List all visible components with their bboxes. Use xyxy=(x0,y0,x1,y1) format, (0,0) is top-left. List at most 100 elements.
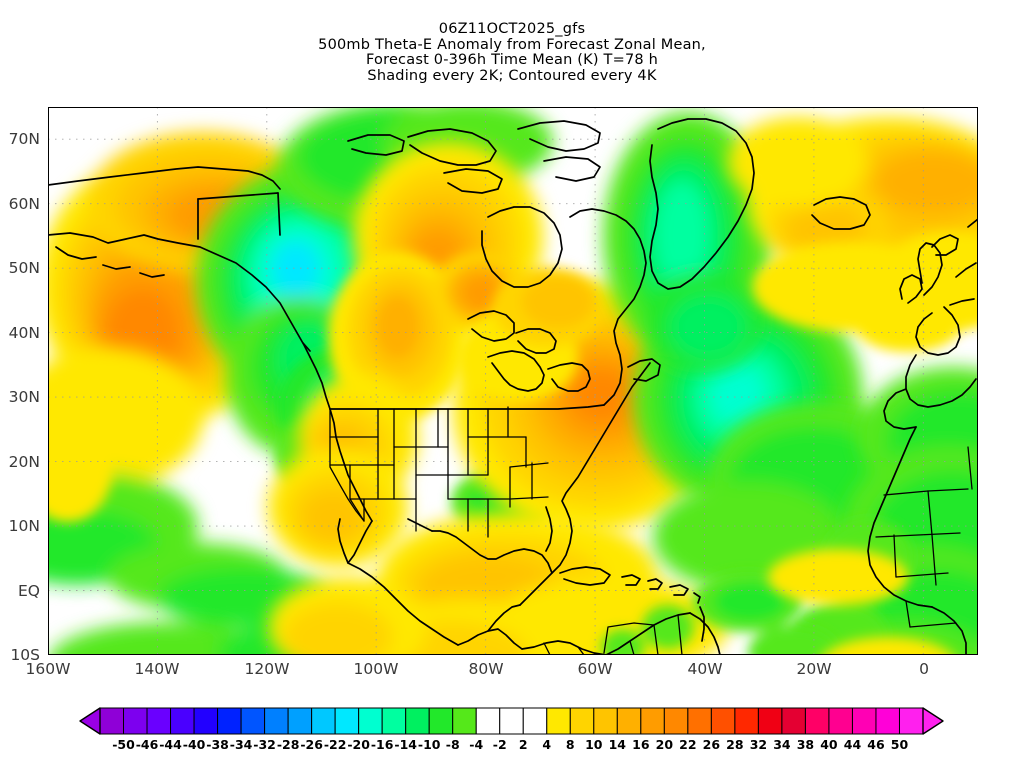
xtick-160w: 160W xyxy=(25,660,71,678)
colorbar-cell xyxy=(287,707,313,735)
colorbar-tick-label: 44 xyxy=(843,737,862,752)
ytick-60n: 60N xyxy=(8,195,40,213)
colorbar-tick-label: 22 xyxy=(679,737,697,752)
xtick-60w: 60W xyxy=(577,660,613,678)
colorbar-cell xyxy=(499,707,524,735)
colorbar-cell xyxy=(898,707,924,735)
colorbar-tick-label: 50 xyxy=(890,737,909,752)
xtick-100w: 100W xyxy=(353,660,399,678)
colorbar-cell xyxy=(381,707,407,735)
colorbar-cell xyxy=(358,707,383,735)
colorbar-tick-label: 28 xyxy=(726,737,744,752)
ytick-10n: 10N xyxy=(8,517,40,535)
colorbar-tick-label: -34 xyxy=(229,737,253,752)
chart-title-block: 06Z11OCT2025_gfs 500mb Theta-E Anomaly f… xyxy=(0,21,1024,85)
x-axis-labels: 160W 140W 120W 100W 80W 60W 40W 20W 0 xyxy=(0,660,1024,684)
colorbar-tick-label: 16 xyxy=(632,737,650,752)
colorbar-cell xyxy=(99,707,125,735)
colorbar-tick-label: -4 xyxy=(469,737,484,752)
ytick-30n: 30N xyxy=(8,388,40,406)
colorbar-cell xyxy=(663,707,689,735)
colorbar-tick-label: -32 xyxy=(253,737,276,752)
colorbar-tick-label: 2 xyxy=(518,737,528,752)
colorbar-tick-label: 34 xyxy=(773,737,791,752)
ytick-20n: 20N xyxy=(8,453,40,471)
colorbar-cell xyxy=(640,707,665,735)
colorbar-cell xyxy=(405,707,430,735)
title-line-field: 500mb Theta-E Anomaly from Forecast Zona… xyxy=(318,36,706,53)
colorbar-tick-label: -16 xyxy=(370,737,394,752)
colorbar-cell xyxy=(311,707,336,735)
colorbar-tick-label: 38 xyxy=(796,737,815,752)
colorbar-tick-label: -38 xyxy=(206,737,229,752)
colorbar-cell xyxy=(616,707,642,735)
colorbar-tick-label: -44 xyxy=(159,737,182,752)
xtick-140w: 140W xyxy=(134,660,180,678)
colorbar-tick-label: 46 xyxy=(867,737,885,752)
colorbar-cell xyxy=(851,707,877,735)
colorbar-tick-label: -8 xyxy=(445,737,460,752)
colorbar-cell xyxy=(240,707,266,735)
colorbar-tick-label: -22 xyxy=(323,737,347,752)
ytick-70n: 70N xyxy=(8,130,40,148)
colorbar-cell xyxy=(522,707,548,735)
colorbar-tick-label: 14 xyxy=(608,737,626,752)
colorbar-cell xyxy=(217,707,242,735)
colorbar-cell xyxy=(452,707,477,735)
colorbar-cell xyxy=(146,707,172,735)
colorbar-tick-label: 20 xyxy=(655,737,674,752)
colorbar-tick-labels: -50 -46 -44 -40 -38 -34 -32 -28 -26 -22 -20 -16 -14-… xyxy=(0,737,1024,759)
colorbar-swatches xyxy=(79,707,944,735)
anomaly-shading xyxy=(48,107,978,655)
colorbar-cell xyxy=(123,707,148,735)
colorbar-tick-label: -40 xyxy=(182,737,206,752)
colorbar-tick-label: 26 xyxy=(702,737,721,752)
title-line-shading: Shading every 2K; Contoured every 4K xyxy=(367,67,657,84)
colorbar-cell xyxy=(569,707,595,735)
colorbar-tick-label: -14 xyxy=(394,737,417,752)
colorbar-cell xyxy=(757,707,783,735)
xtick-40w: 40W xyxy=(687,660,723,678)
colorbar-tick-label: 32 xyxy=(749,737,768,752)
colorbar-tick-label: -28 xyxy=(276,737,300,752)
colorbar-cell xyxy=(875,707,900,735)
map-plot-area xyxy=(48,107,978,655)
colorbar-cell xyxy=(428,707,454,735)
colorbar-tick-label: -50 xyxy=(112,737,135,752)
colorbar-tick-label: 40 xyxy=(820,737,838,752)
colorbar: -50 -46 -44 -40 -38 -34 -32 -28 -26 -22 -20 -16 -14-… xyxy=(0,704,1024,764)
colorbar-cell xyxy=(734,707,759,735)
colorbar-cell xyxy=(593,707,618,735)
colorbar-cell xyxy=(546,707,571,735)
colorbar-tick-label: -20 xyxy=(347,737,370,752)
xtick-20w: 20W xyxy=(796,660,832,678)
colorbar-tick-label: -10 xyxy=(417,737,441,752)
xtick-80w: 80W xyxy=(468,660,504,678)
colorbar-cell xyxy=(804,707,830,735)
colorbar-tick-label: -46 xyxy=(135,737,159,752)
colorbar-under-arrow xyxy=(79,707,101,735)
colorbar-cell xyxy=(475,707,501,735)
ytick-40n: 40N xyxy=(8,324,40,342)
ytick-50n: 50N xyxy=(8,259,40,277)
colorbar-cell xyxy=(687,707,712,735)
title-line-run: 06Z11OCT2025_gfs xyxy=(438,21,586,37)
colorbar-cell xyxy=(193,707,219,735)
anomaly-map-svg xyxy=(48,107,978,655)
colorbar-tick-label: 8 xyxy=(565,737,575,752)
colorbar-tick-label: -26 xyxy=(300,737,323,752)
colorbar-tick-label: 10 xyxy=(585,737,603,752)
colorbar-cell xyxy=(170,707,195,735)
ytick-eq: EQ xyxy=(18,582,40,600)
colorbar-cell xyxy=(264,707,289,735)
colorbar-cell xyxy=(710,707,736,735)
colorbar-over-arrow xyxy=(922,707,944,735)
title-line-forecast: Forecast 0-396h Time Mean (K) T=78 h xyxy=(366,52,658,69)
colorbar-tick-label: -2 xyxy=(492,737,507,752)
lat-lon-gridlines xyxy=(48,107,978,655)
colorbar-tick-label: 4 xyxy=(542,737,552,752)
xtick-120w: 120W xyxy=(244,660,290,678)
colorbar-cell xyxy=(828,707,853,735)
